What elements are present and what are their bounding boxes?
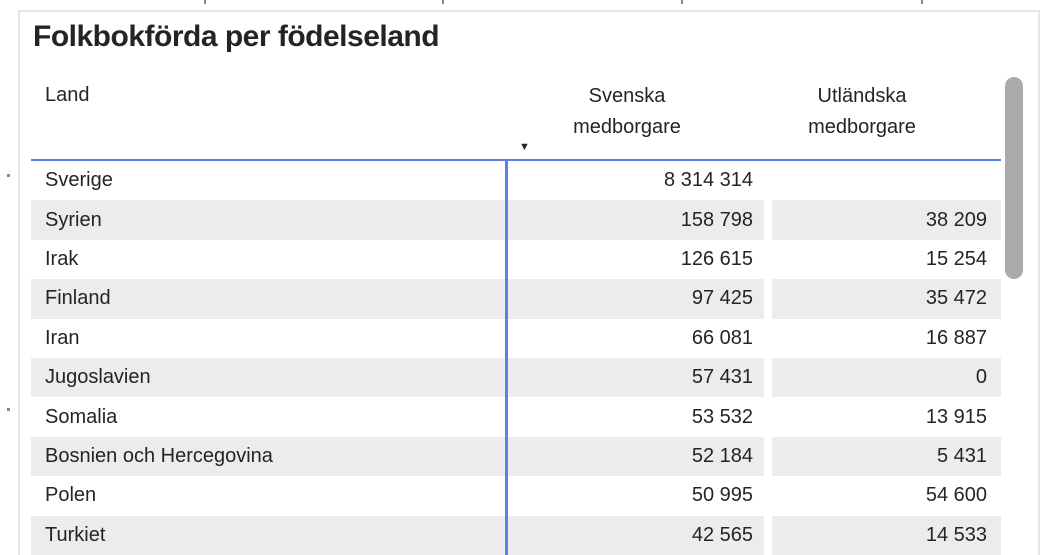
canvas-grid-dot (7, 174, 10, 177)
table-row[interactable]: Irak 126 615 15 254 (31, 239, 1001, 280)
column-header-line: medborgare (808, 116, 916, 138)
cell-country: Bosnien och Hercegovina (31, 436, 505, 477)
table-row[interactable]: Polen 50 995 54 600 (31, 476, 1001, 516)
cell-svenska-medborgare: 66 081 (691, 326, 753, 349)
cell-country: Syrien (31, 200, 505, 240)
cell-svenska-medborgare: 42 565 (505, 515, 764, 555)
cell-svenska-medborgare: 126 615 (680, 247, 753, 270)
cell-country: Sverige (45, 169, 113, 192)
column-gap (764, 515, 772, 555)
cell-country: Polen (45, 484, 97, 507)
visual-title: Folkbokförda per födelseland (33, 20, 440, 53)
table-row[interactable]: Somalia 53 532 13 915 (31, 397, 1001, 437)
cell-country: Iran (45, 326, 80, 349)
cell-svenska-medborgare: 158 798 (505, 200, 764, 240)
table-row[interactable]: Bosnien och Hercegovina 52 184 5 431 (31, 436, 1001, 477)
canvas-ruler-tick (204, 0, 206, 4)
canvas-ruler-tick (921, 0, 923, 4)
column-gap (764, 200, 772, 240)
column-header-land[interactable]: Land (45, 83, 90, 107)
header-underline (31, 159, 1001, 161)
cell-utlandska-medborgare: 0 (772, 357, 1001, 398)
column-header-line: medborgare (573, 116, 681, 138)
cell-utlandska-medborgare: 15 254 (925, 247, 987, 270)
cell-svenska-medborgare: 8 314 314 (664, 169, 753, 192)
cell-utlandska-medborgare: 5 431 (772, 436, 1001, 477)
cell-country: Somalia (45, 405, 118, 428)
cell-country: Turkiet (31, 515, 505, 555)
table-row[interactable]: Sverige 8 314 314 (31, 161, 1001, 201)
column-gap (764, 476, 772, 516)
column-header-line: Svenska (588, 85, 666, 107)
table-body: Sverige 8 314 314 Syrien 158 798 38 209 … (31, 161, 1001, 555)
column-gap (764, 279, 772, 319)
canvas-ruler-tick (681, 0, 683, 4)
table-row[interactable]: Finland 97 425 35 472 (31, 279, 1001, 319)
column-gap (764, 161, 772, 201)
cell-utlandska-medborgare (772, 161, 1001, 200)
table-visual[interactable]: Folkbokförda per födelseland Land Svensk… (18, 10, 1040, 555)
vertical-scrollbar-thumb[interactable] (1005, 77, 1023, 279)
table-row[interactable]: Turkiet 42 565 14 533 (31, 515, 1001, 555)
cell-svenska-medborgare: 53 532 (691, 405, 753, 428)
column-header-svenska-medborgare[interactable]: Svenska medborgare (508, 81, 746, 143)
cell-country: Finland (31, 279, 505, 319)
column-header-line: Utländska (817, 85, 907, 107)
column-header-utlandska-medborgare[interactable]: Utländska medborgare (772, 81, 952, 143)
cell-utlandska-medborgare: 38 209 (772, 200, 1001, 240)
column-gap (764, 239, 772, 280)
cell-svenska-medborgare: 50 995 (691, 484, 753, 507)
cell-country: Jugoslavien (31, 357, 505, 398)
cell-utlandska-medborgare: 16 887 (925, 326, 987, 349)
canvas-ruler-tick (442, 0, 444, 4)
cell-svenska-medborgare: 52 184 (505, 436, 764, 477)
column-header-land-label: Land (45, 84, 90, 106)
cell-utlandska-medborgare: 35 472 (772, 279, 1001, 319)
column-gap (764, 357, 772, 398)
sort-descending-icon[interactable]: ▼ (519, 141, 530, 153)
column-gap (764, 318, 772, 358)
cell-svenska-medborgare: 57 431 (505, 357, 764, 398)
table-row[interactable]: Syrien 158 798 38 209 (31, 200, 1001, 240)
table-row[interactable]: Jugoslavien 57 431 0 (31, 357, 1001, 398)
cell-svenska-medborgare: 97 425 (505, 279, 764, 319)
canvas-grid-dot (7, 408, 10, 411)
table-row[interactable]: Iran 66 081 16 887 (31, 318, 1001, 358)
column-gap (764, 397, 772, 437)
cell-utlandska-medborgare: 54 600 (925, 484, 987, 507)
cell-country: Irak (45, 247, 79, 270)
cell-utlandska-medborgare: 13 915 (925, 405, 987, 428)
column-gap (764, 436, 772, 477)
cell-utlandska-medborgare: 14 533 (772, 515, 1001, 555)
